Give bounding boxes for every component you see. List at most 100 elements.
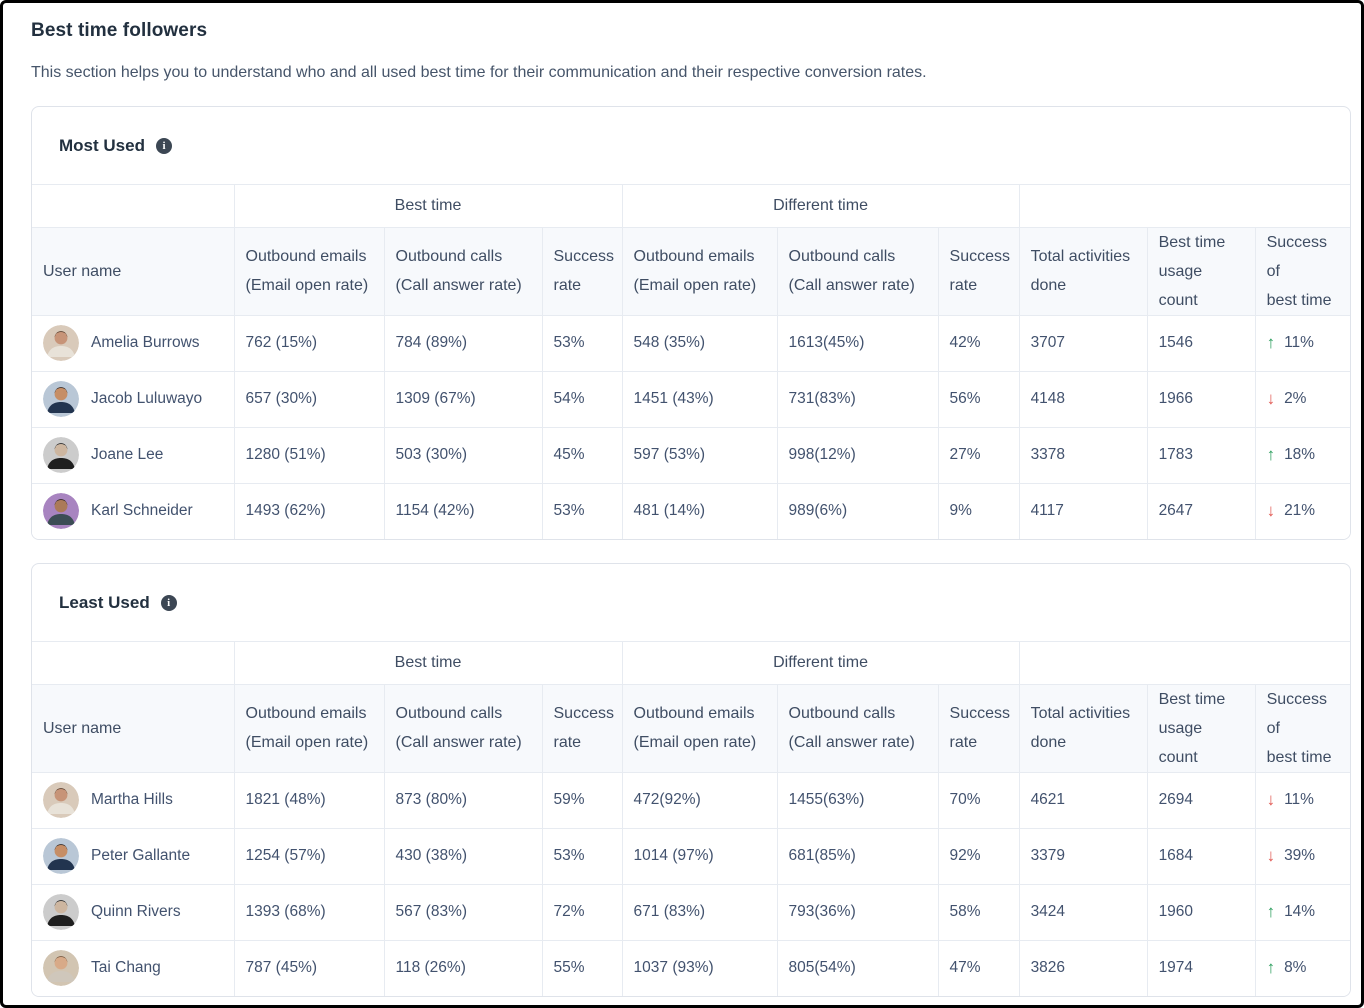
cell-total-activities: 4148 [1018,370,1148,428]
cell-diff-emails: 1014 (97%) [621,827,778,885]
avatar [43,894,79,930]
col-diff-outbound-calls: Outbound calls (Call answer rate) [776,683,939,773]
cell-total-activities: 3378 [1018,426,1148,484]
cell-best-emails: 1393 (68%) [233,883,385,941]
col-total-activities: Total activities done [1018,683,1148,773]
cell-total-activities: 4621 [1018,771,1148,829]
page-title: Best time followers [31,20,208,41]
col-best-time-usage: Best time usage count [1146,226,1256,316]
cell-diff-success: 70% [937,771,1020,829]
col-best-time-usage: Best time usage count [1146,683,1256,773]
trend-arrow-icon: ↓ [1266,389,1276,408]
avatar [43,838,79,874]
cell-success-best: ↓ 21% [1254,482,1350,539]
cell-success-best: ↓ 2% [1254,370,1350,428]
cell-best-emails: 787 (45%) [233,939,385,996]
cell-user: Peter Gallante [32,827,235,885]
cell-total-activities: 3826 [1018,939,1148,996]
cell-best-emails: 1493 (62%) [233,482,385,539]
least-used-card: Least Used i Best time Different time [31,563,1351,997]
group-header-row: Best time Different time [32,641,1350,685]
user-name: Peter Gallante [91,847,191,864]
cell-best-success: 59% [541,771,623,829]
col-total-activities: Total activities done [1018,226,1148,316]
col-user-name: User name [32,683,235,773]
cell-best-calls: 430 (38%) [383,827,543,885]
table-row: Peter Gallante 1254 (57%) 430 (38%) 53% … [32,827,1350,885]
trend-value: 11% [1284,334,1314,351]
cell-diff-calls: 793(36%) [776,883,939,941]
avatar [43,782,79,818]
cell-diff-success: 27% [937,426,1020,484]
most-used-card-header: Most Used i [32,107,1350,185]
group-best-time: Best time [233,641,623,685]
cell-best-emails: 1280 (51%) [233,426,385,484]
cell-diff-success: 56% [937,370,1020,428]
table-row: Karl Schneider 1493 (62%) 1154 (42%) 53%… [32,482,1350,539]
col-best-outbound-calls: Outbound calls (Call answer rate) [383,226,543,316]
table-row: Quinn Rivers 1393 (68%) 567 (83%) 72% 67… [32,883,1350,941]
cell-usage-count: 2694 [1146,771,1256,829]
table-row: Jacob Luluwayo 657 (30%) 1309 (67%) 54% … [32,370,1350,428]
cell-success-best: ↑ 11% [1254,314,1350,372]
table-row: Martha Hills 1821 (48%) 873 (80%) 59% 47… [32,771,1350,829]
cell-best-calls: 567 (83%) [383,883,543,941]
cell-diff-success: 42% [937,314,1020,372]
most-used-table: Best time Different time User name Outbo… [32,184,1350,539]
least-used-table: Best time Different time User name Outbo… [32,641,1350,996]
cell-user: Quinn Rivers [32,883,235,941]
cell-diff-emails: 481 (14%) [621,482,778,539]
col-success-of-best-time: Success of best time [1254,683,1350,773]
table-row: Tai Chang 787 (45%) 118 (26%) 55% 1037 (… [32,939,1350,996]
cell-user: Karl Schneider [32,482,235,539]
cell-diff-calls: 1455(63%) [776,771,939,829]
cell-success-best: ↓ 39% [1254,827,1350,885]
cell-best-emails: 1821 (48%) [233,771,385,829]
cell-usage-count: 1684 [1146,827,1256,885]
cell-total-activities: 3379 [1018,827,1148,885]
col-diff-outbound-emails: Outbound emails (Email open rate) [621,683,778,773]
cell-user: Martha Hills [32,771,235,829]
cell-success-best: ↑ 14% [1254,883,1350,941]
trend-arrow-icon: ↑ [1266,333,1276,352]
cell-usage-count: 1960 [1146,883,1256,941]
column-header-row: User name Outbound emails (Email open rat… [32,683,1350,773]
trend-value: 14% [1284,903,1316,920]
trend-arrow-icon: ↑ [1266,902,1276,921]
trend-value: 8% [1284,959,1307,977]
cell-total-activities: 3424 [1018,883,1148,941]
avatar [43,950,79,987]
table-row: Joane Lee 1280 (51%) 503 (30%) 45% 597 (… [32,426,1350,484]
trend-value: 2% [1284,390,1307,407]
cell-best-emails: 1254 (57%) [233,827,385,885]
cell-best-success: 53% [541,482,623,539]
cell-success-best: ↓ 11% [1254,771,1350,829]
cell-best-success: 53% [541,827,623,885]
info-icon[interactable]: i [155,137,172,154]
trend-arrow-icon: ↑ [1266,958,1276,978]
cell-usage-count: 2647 [1146,482,1256,539]
group-header-row: Best time Different time [32,184,1350,228]
group-empty-totals [1018,641,1350,685]
cell-best-calls: 503 (30%) [383,426,543,484]
trend-arrow-icon: ↓ [1266,846,1276,865]
avatar [43,493,79,530]
cell-diff-calls: 998(12%) [776,426,939,484]
page-subtitle: This section helps you to understand who… [31,64,927,81]
table-row: Amelia Burrows 762 (15%) 784 (89%) 53% 5… [32,314,1350,372]
avatar [43,381,79,417]
least-used-title: Least Used [59,592,150,612]
trend-value: 39% [1284,847,1316,864]
column-header-row: User name Outbound emails (Email open rat… [32,226,1350,316]
col-diff-success-rate: Success rate [937,683,1020,773]
cell-best-calls: 873 (80%) [383,771,543,829]
cell-diff-success: 58% [937,883,1020,941]
info-icon[interactable]: i [160,594,177,611]
trend-value: 18% [1284,446,1316,463]
col-best-outbound-emails: Outbound emails (Email open rate) [233,226,385,316]
group-empty-user [32,184,235,228]
col-best-outbound-calls: Outbound calls (Call answer rate) [383,683,543,773]
cell-diff-calls: 805(54%) [776,939,939,996]
cell-total-activities: 3707 [1018,314,1148,372]
